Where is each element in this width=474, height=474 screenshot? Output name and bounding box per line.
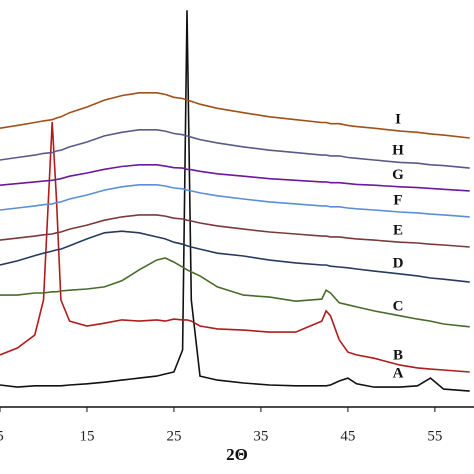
series-line bbox=[0, 10, 470, 392]
series-label: B bbox=[393, 347, 403, 363]
x-tick-label: 25 bbox=[166, 428, 181, 444]
series-label: H bbox=[392, 143, 404, 159]
series-line bbox=[0, 214, 470, 248]
x-tick-label: 5 bbox=[0, 428, 4, 444]
series-line bbox=[0, 257, 470, 328]
series-line bbox=[0, 164, 470, 192]
x-axis-label: 2Θ bbox=[226, 445, 248, 464]
series-label: F bbox=[393, 192, 402, 208]
series-label: G bbox=[392, 167, 404, 183]
series-line bbox=[0, 92, 470, 139]
series-line bbox=[0, 230, 470, 283]
series-line bbox=[0, 184, 470, 218]
x-tick-label: 15 bbox=[79, 428, 94, 444]
series-label: E bbox=[393, 222, 403, 238]
series-line bbox=[0, 122, 470, 373]
x-tick-label: 55 bbox=[427, 428, 442, 444]
x-tick-label: 35 bbox=[253, 428, 268, 444]
series-label: C bbox=[393, 299, 404, 315]
series-line bbox=[0, 129, 470, 169]
x-tick-label: 45 bbox=[340, 428, 355, 444]
series-label: D bbox=[393, 255, 404, 271]
series-label: I bbox=[395, 112, 401, 128]
series-label: A bbox=[393, 365, 404, 381]
